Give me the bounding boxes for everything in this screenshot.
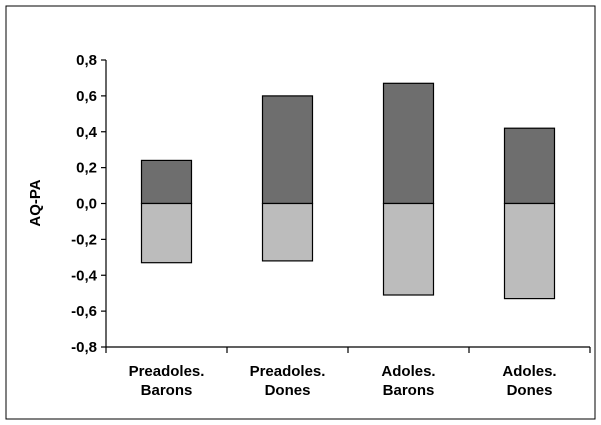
y-tick-label: -0,4 — [71, 267, 98, 284]
y-tick-label: -0,8 — [71, 339, 97, 356]
y-tick-label: 0,2 — [76, 160, 97, 177]
bar-series1-cat2 — [261, 95, 314, 205]
y-axis-title: AQ-PA — [27, 179, 44, 226]
x-category-label: Adoles. Barons — [381, 363, 435, 399]
bar-series1-cat3 — [382, 82, 435, 205]
x-category-label: Preadoles. Dones — [250, 363, 326, 399]
bar-series1-cat4 — [503, 127, 556, 205]
y-tick-label: 0,4 — [76, 124, 98, 141]
bar-series1-cat1 — [140, 159, 193, 205]
y-tick-label: -0,2 — [71, 231, 97, 248]
y-tick-labels: -0,8 -0,6 -0,4 -0,2 0,0 0,2 0,4 0,6 0,8 — [71, 52, 98, 356]
x-category-labels: Preadoles. Barons Preadoles. Dones Adoles. Ba… — [129, 363, 557, 399]
x-category-label: Adoles. Dones — [502, 363, 556, 399]
y-tick-label: 0,8 — [76, 52, 97, 69]
bar-series2-cat1 — [140, 202, 193, 264]
bars-group — [140, 82, 556, 300]
y-tick-label: 0,6 — [76, 88, 97, 105]
bar-series2-cat3 — [382, 202, 435, 296]
x-category-label: Preadoles. Barons — [129, 363, 205, 399]
axes-group — [101, 59, 591, 353]
y-tick-label: -0,6 — [71, 303, 97, 320]
y-tick-label: 0,0 — [76, 196, 97, 213]
bar-series2-cat2 — [261, 202, 314, 262]
bar-series2-cat4 — [503, 202, 556, 300]
